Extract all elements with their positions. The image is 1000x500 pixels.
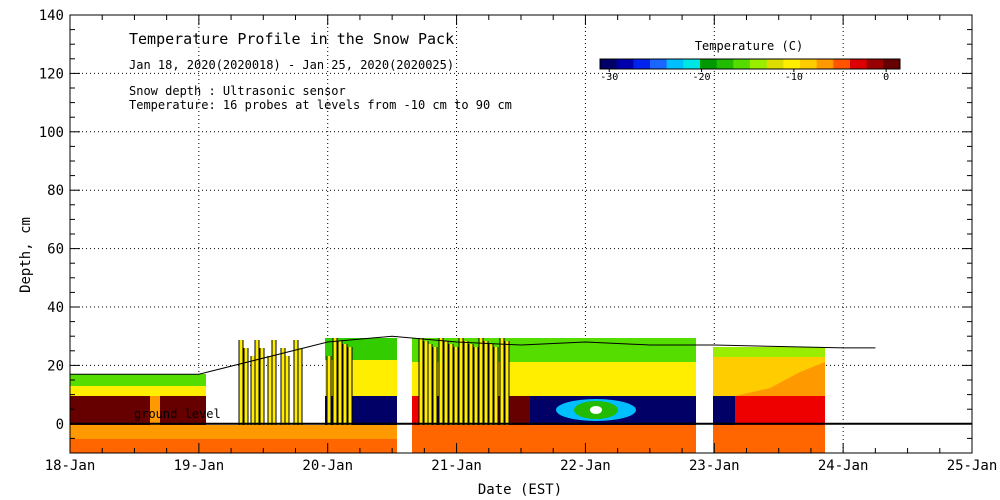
snow-layer-red xyxy=(735,396,825,425)
colorbar-swatch xyxy=(850,59,868,69)
x-tick-label: 21-Jan xyxy=(431,458,482,474)
snow-depth-line xyxy=(70,335,876,375)
y-tick-label: 0 xyxy=(56,417,64,433)
colorbar-tick-label: 0 xyxy=(883,72,889,83)
x-axis-label: Date (EST) xyxy=(478,482,562,498)
y-tick-label: 100 xyxy=(39,125,64,141)
snow-layer-orange xyxy=(735,362,825,396)
ground-level-label: ground level xyxy=(134,407,221,421)
colorbar-swatch xyxy=(616,59,634,69)
snow-layer-dark-red xyxy=(70,396,206,425)
y-tick-label: 40 xyxy=(47,300,64,316)
y-tick-label: 140 xyxy=(39,8,64,24)
colorbar-swatch xyxy=(766,59,784,69)
colorbar-swatch xyxy=(833,59,851,69)
colorbar-ticks: -30 -20 -10 0 xyxy=(600,69,889,83)
x-tick-label: 22-Jan xyxy=(560,458,611,474)
colorbar-swatch xyxy=(883,59,901,69)
snow-layer-yellow xyxy=(70,386,206,396)
colorbar-swatch xyxy=(600,59,618,69)
x-tick-label: 23-Jan xyxy=(689,458,740,474)
soil-warm-band xyxy=(70,425,400,439)
colorbar-swatch xyxy=(700,59,718,69)
x-tick-label: 24-Jan xyxy=(818,458,869,474)
colorbar-frame xyxy=(599,58,901,70)
y-tick-label: 120 xyxy=(39,66,64,82)
temperature-field xyxy=(70,338,825,453)
y-tick-label: 80 xyxy=(47,183,64,199)
data-gap xyxy=(397,338,412,453)
snow-layer-green xyxy=(70,374,206,386)
note-snow-depth: Snow depth : Ultrasonic sensor xyxy=(129,84,346,98)
x-tick-labels: 18-Jan 19-Jan 20-Jan 21-Jan 22-Jan 23-Jan 24-J… xyxy=(45,458,998,474)
y-tick-labels: 0 20 40 60 80 100 120 140 xyxy=(39,8,64,433)
colorbar-swatch xyxy=(633,59,651,69)
colorbar-tick-label: -20 xyxy=(693,72,711,83)
cold-core-white xyxy=(590,406,602,414)
snow-layer-blue xyxy=(713,396,735,425)
chart-subtitle: Jan 18, 2020(2020018) - Jan 25, 2020(202… xyxy=(129,58,454,72)
chart-title: Temperature Profile in the Snow Pack xyxy=(129,30,454,48)
colorbar-swatch xyxy=(866,59,884,69)
data-gap xyxy=(696,338,713,453)
y-tick-label: 20 xyxy=(47,358,64,374)
y-tick-label: 60 xyxy=(47,242,64,258)
colorbar xyxy=(599,58,901,70)
colorbar-tick-label: -30 xyxy=(600,72,618,83)
snow-layer-red xyxy=(412,396,422,425)
axis-ticks xyxy=(69,14,973,454)
x-tick-label: 25-Jan xyxy=(947,458,998,474)
colorbar-swatch xyxy=(750,59,768,69)
colorbar-swatch xyxy=(716,59,734,69)
snow-layer-green xyxy=(713,347,825,357)
note-temperature: Temperature: 16 probes at levels from -1… xyxy=(129,98,512,112)
snow-layer-orange xyxy=(150,396,160,425)
colorbar-swatch xyxy=(683,59,701,69)
colorbar-swatch xyxy=(733,59,751,69)
colorbar-title: Temperature (C) xyxy=(695,39,803,53)
colorbar-swatch xyxy=(650,59,668,69)
colorbar-swatch xyxy=(666,59,684,69)
x-tick-label: 18-Jan xyxy=(45,458,96,474)
colorbar-swatch xyxy=(783,59,801,69)
x-tick-label: 20-Jan xyxy=(302,458,353,474)
y-axis-label: Depth, cm xyxy=(18,217,34,293)
colorbar-tick-label: -10 xyxy=(785,72,803,83)
colorbar-swatch xyxy=(816,59,834,69)
colorbar-swatch xyxy=(800,59,818,69)
x-tick-label: 19-Jan xyxy=(174,458,225,474)
sensor-spikes xyxy=(238,338,510,425)
